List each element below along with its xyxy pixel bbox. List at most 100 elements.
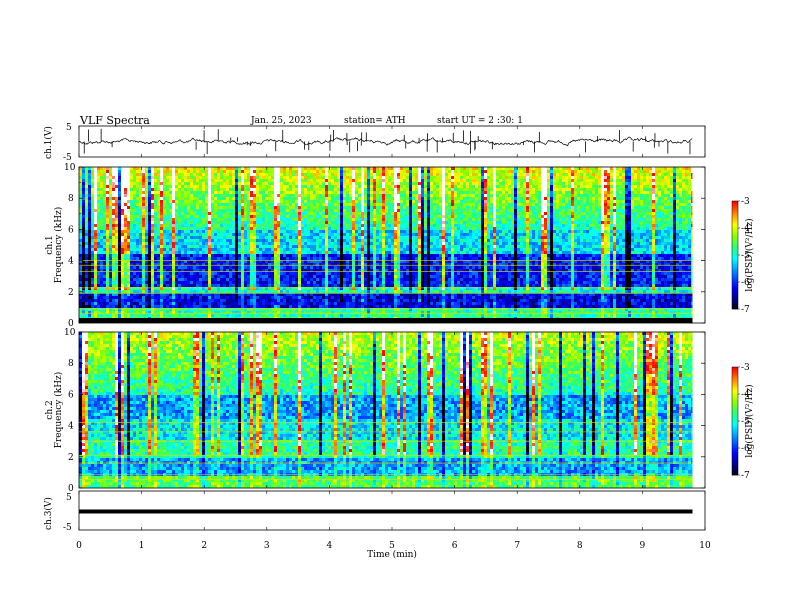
spectrogram-cell bbox=[190, 287, 194, 291]
spectrogram-cell bbox=[286, 209, 290, 213]
spectrogram-cell bbox=[280, 260, 284, 264]
spectrogram-cell bbox=[244, 176, 248, 180]
spectrogram-cell bbox=[82, 296, 86, 300]
spectrogram-cell bbox=[160, 257, 164, 261]
spectrogram-cell bbox=[106, 299, 110, 303]
spectrogram-cell bbox=[256, 260, 260, 264]
spectrogram-cell bbox=[121, 224, 125, 228]
spectrogram-cell bbox=[211, 218, 215, 222]
spectrogram-cell bbox=[88, 167, 92, 171]
spectrogram-cell bbox=[145, 281, 149, 285]
spectrogram-cell bbox=[184, 278, 188, 282]
spectrogram-cell bbox=[100, 251, 104, 255]
spectrogram-cell bbox=[325, 308, 329, 312]
spectrogram-cell bbox=[337, 239, 341, 243]
spectrogram-cell bbox=[232, 281, 236, 285]
spectrogram-cell bbox=[298, 242, 302, 246]
spectrogram-cell bbox=[208, 191, 212, 195]
spectrogram-cell bbox=[115, 305, 119, 309]
spectrogram-cell bbox=[265, 281, 269, 285]
spectrogram-cell bbox=[91, 278, 95, 282]
spectrogram-cell bbox=[340, 278, 344, 282]
spectrogram-cell bbox=[151, 278, 155, 282]
spectrogram-cell bbox=[205, 206, 209, 210]
spectrogram-cell bbox=[121, 242, 125, 246]
spectrogram-cell bbox=[184, 269, 188, 273]
spectrogram-cell bbox=[349, 272, 353, 276]
spectrogram-cell bbox=[103, 272, 107, 276]
spectrogram-cell bbox=[169, 212, 173, 216]
spectrogram-cell bbox=[130, 170, 134, 174]
spectrogram-cell bbox=[268, 281, 272, 285]
spectrogram-cell bbox=[313, 275, 317, 279]
spectrogram-cell bbox=[253, 173, 257, 177]
spectrogram-cell bbox=[331, 263, 335, 267]
spectrogram-cell bbox=[178, 287, 182, 291]
spectrogram-cell bbox=[358, 167, 362, 171]
spectrogram-cell bbox=[103, 233, 107, 237]
spectrogram-cell bbox=[250, 254, 254, 258]
spectrogram-cell bbox=[355, 239, 359, 243]
spectrogram-cell bbox=[286, 215, 290, 219]
spectrogram-cell bbox=[313, 212, 317, 216]
spectrogram-cell bbox=[115, 212, 119, 216]
spectrogram-cell bbox=[307, 296, 311, 300]
spectrogram-cell bbox=[205, 242, 209, 246]
spectrogram-cell bbox=[247, 308, 251, 312]
spectrogram-cell bbox=[97, 230, 101, 234]
spectrogram-cell bbox=[220, 215, 224, 219]
spectrogram-cell bbox=[100, 245, 104, 249]
spectrogram-cell bbox=[259, 209, 263, 213]
spectrogram-cell bbox=[220, 233, 224, 237]
spectrogram-cell bbox=[289, 269, 293, 273]
spectrogram-cell bbox=[361, 206, 365, 210]
spectrogram-cell bbox=[178, 182, 182, 186]
spectrogram-cell bbox=[190, 191, 194, 195]
spectrogram-cell bbox=[286, 221, 290, 225]
spectrogram-cell bbox=[166, 260, 170, 264]
spectrogram-cell bbox=[262, 266, 266, 270]
spectrogram-cell bbox=[106, 266, 110, 270]
spectrogram-cell bbox=[289, 308, 293, 312]
spectrogram-cell bbox=[133, 290, 137, 294]
spectrogram-cell bbox=[223, 311, 227, 315]
spectrogram-cell bbox=[316, 260, 320, 264]
spectrogram-cell bbox=[283, 305, 287, 309]
spectrogram-cell bbox=[196, 311, 200, 315]
spectrogram-cell bbox=[82, 170, 86, 174]
spectrogram-cell bbox=[328, 311, 332, 315]
spectrogram-cell bbox=[124, 200, 128, 204]
spectrogram-cell bbox=[274, 233, 278, 237]
spectrogram-cell bbox=[235, 278, 239, 282]
spectrogram-cell bbox=[187, 302, 191, 306]
spectrogram-cell bbox=[151, 191, 155, 195]
spectrogram-cell bbox=[118, 200, 122, 204]
spectrogram-cell bbox=[181, 167, 185, 171]
spectrogram-cell bbox=[184, 233, 188, 237]
spectrogram-cell bbox=[325, 281, 329, 285]
spectrogram-cell bbox=[322, 227, 326, 231]
spectrogram-cell bbox=[283, 245, 287, 249]
spectrogram-cell bbox=[154, 266, 158, 270]
spectrogram-cell bbox=[334, 200, 338, 204]
spectrogram-cell bbox=[169, 266, 173, 270]
spectrogram-cell bbox=[304, 281, 308, 285]
spectrogram-cell bbox=[232, 188, 236, 192]
spectrogram-cell bbox=[292, 212, 296, 216]
spectrogram-cell bbox=[232, 236, 236, 240]
spectrogram-cell bbox=[100, 257, 104, 261]
spectrogram-cell bbox=[208, 188, 212, 192]
spectrogram-cell bbox=[223, 182, 227, 186]
spectrogram-cell bbox=[133, 287, 137, 291]
spectrogram-cell bbox=[211, 311, 215, 315]
spectrogram-cell bbox=[181, 284, 185, 288]
spectrogram-cell bbox=[199, 266, 203, 270]
spectrogram-cell bbox=[121, 272, 125, 276]
spectrogram-cell bbox=[91, 167, 95, 171]
spectrogram-cell bbox=[160, 227, 164, 231]
spectrogram-cell bbox=[85, 290, 89, 294]
spectrogram-cell bbox=[136, 257, 140, 261]
spectrogram-cell bbox=[343, 251, 347, 255]
spectrogram-cell bbox=[283, 236, 287, 240]
spectrogram-cell bbox=[109, 227, 113, 231]
